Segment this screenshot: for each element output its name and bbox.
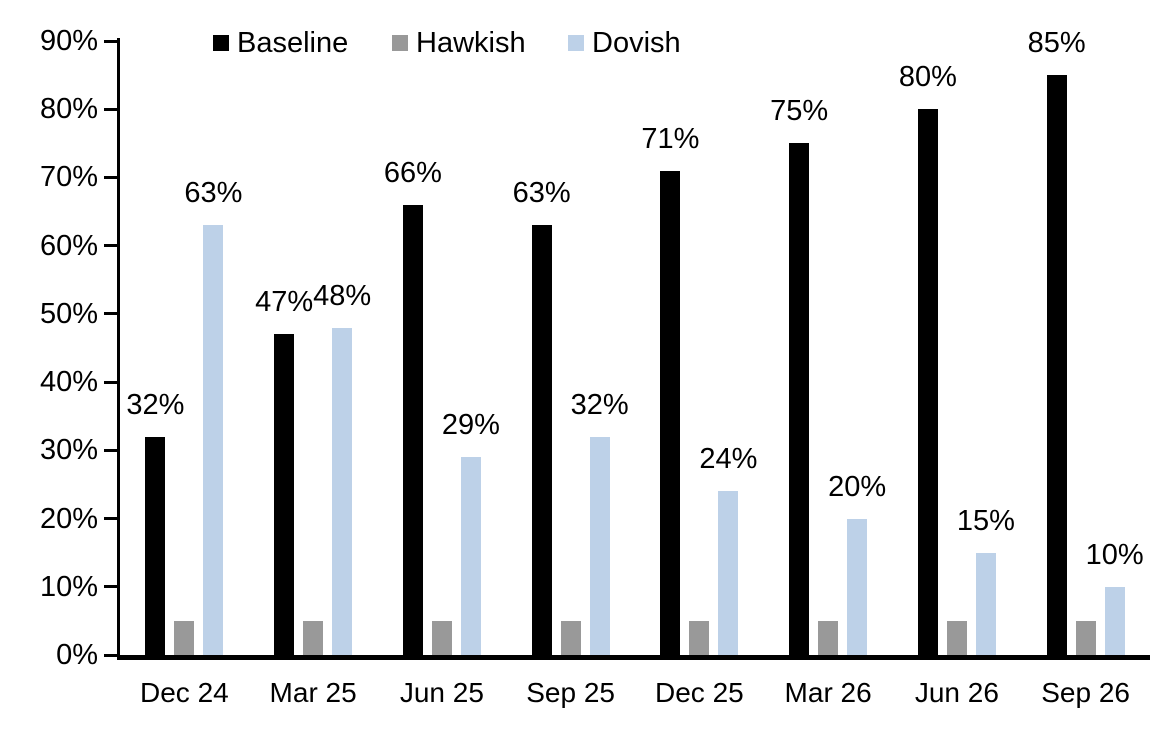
bar-hawkish-sep-25 — [560, 620, 581, 655]
x-axis-label-sep-25: Sep 25 — [526, 677, 615, 708]
data-label-baseline-sep-26: 85% — [1027, 27, 1086, 60]
legend-swatch-baseline-icon — [213, 35, 229, 51]
bar-baseline-dec-24 — [145, 436, 166, 655]
legend-entry-hawkish[interactable]: Hawkish — [392, 26, 526, 60]
y-axis-tick-label: 0% — [56, 639, 98, 671]
data-label-dovish-mar-26: 20% — [828, 470, 887, 503]
y-axis-tick — [104, 585, 117, 589]
bar-dovish-dec-24 — [203, 225, 224, 655]
data-label-baseline-jun-25: 66% — [383, 156, 442, 189]
data-label-baseline-mar-26: 75% — [770, 95, 829, 128]
data-label-baseline-mar-25: 47% — [255, 286, 314, 319]
legend-label-hawkish: Hawkish — [416, 26, 526, 59]
legend-entry-baseline[interactable]: Baseline — [213, 26, 348, 60]
data-label-dovish-sep-26: 10% — [1085, 538, 1144, 571]
bar-baseline-sep-25 — [531, 225, 552, 655]
bar-baseline-jun-26 — [917, 109, 938, 655]
legend-swatch-dovish-icon — [568, 35, 584, 51]
bar-dovish-jun-26 — [975, 552, 996, 655]
legend-swatch-hawkish-icon — [392, 35, 408, 51]
bar-hawkish-dec-25 — [689, 620, 710, 655]
legend-entry-dovish[interactable]: Dovish — [568, 26, 681, 60]
y-axis-tick — [104, 244, 117, 248]
y-axis-tick-label: 10% — [39, 570, 98, 603]
y-axis-tick-label: 50% — [39, 297, 98, 330]
legend-label-baseline: Baseline — [237, 26, 349, 59]
x-axis-label-jun-26: Jun 26 — [914, 677, 999, 708]
data-label-baseline-dec-25: 71% — [641, 122, 700, 155]
bar-hawkish-dec-24 — [174, 620, 195, 655]
bar-baseline-sep-26 — [1046, 75, 1067, 655]
data-label-baseline-jun-26: 80% — [898, 61, 957, 94]
x-axis-label-dec-24: Dec 24 — [140, 677, 229, 708]
y-axis-tick — [104, 39, 117, 43]
y-axis-tick-label: 20% — [39, 502, 98, 535]
data-label-dovish-sep-25: 32% — [570, 388, 629, 421]
x-axis-label-dec-25: Dec 25 — [655, 677, 744, 708]
bar-baseline-mar-25 — [274, 334, 295, 655]
y-axis-tick-label: 30% — [39, 434, 98, 467]
y-axis-tick — [104, 448, 117, 452]
y-axis-line — [117, 38, 120, 660]
bar-hawkish-mar-26 — [818, 620, 839, 655]
data-label-dovish-mar-25: 48% — [313, 279, 372, 312]
x-axis-label-mar-25: Mar 25 — [269, 677, 357, 708]
data-label-baseline-sep-25: 63% — [512, 177, 571, 210]
bar-dovish-sep-25 — [589, 436, 610, 655]
y-axis-tick-label: 90% — [39, 25, 98, 57]
bar-baseline-dec-25 — [660, 170, 681, 655]
data-label-dovish-dec-25: 24% — [699, 443, 758, 476]
data-label-dovish-jun-25: 29% — [441, 409, 500, 442]
data-label-dovish-jun-26: 15% — [956, 504, 1015, 537]
bar-hawkish-sep-26 — [1075, 620, 1096, 655]
y-axis-tick — [104, 517, 117, 521]
bar-dovish-mar-26 — [847, 518, 868, 655]
bar-hawkish-mar-25 — [303, 620, 324, 655]
y-axis-tick — [104, 107, 117, 111]
y-axis-tick-label: 80% — [39, 93, 98, 126]
y-axis-tick-label: 60% — [39, 229, 98, 262]
y-axis-tick — [104, 653, 117, 657]
bar-hawkish-jun-25 — [431, 620, 452, 655]
x-axis-label-mar-26: Mar 26 — [784, 677, 872, 708]
y-axis-tick-label: 70% — [39, 161, 98, 194]
y-axis-tick — [104, 380, 117, 384]
bar-dovish-dec-25 — [718, 491, 739, 655]
y-axis-tick-label: 40% — [39, 366, 98, 399]
data-label-dovish-dec-24: 63% — [184, 177, 243, 210]
bar-baseline-jun-25 — [402, 204, 423, 655]
bar-baseline-mar-26 — [789, 143, 810, 655]
bar-dovish-jun-25 — [460, 457, 481, 655]
chart-legend: Baseline Hawkish Dovish — [0, 26, 1152, 60]
bar-dovish-mar-25 — [332, 327, 353, 655]
y-axis-tick — [104, 312, 117, 316]
bar-dovish-sep-26 — [1104, 586, 1125, 655]
x-axis-label-sep-26: Sep 26 — [1041, 677, 1130, 708]
x-axis-label-jun-25: Jun 25 — [399, 677, 484, 708]
x-axis-line — [117, 655, 1150, 660]
bar-hawkish-jun-26 — [946, 620, 967, 655]
y-axis-tick — [104, 175, 117, 179]
legend-label-dovish: Dovish — [592, 26, 681, 59]
data-label-baseline-dec-24: 32% — [126, 388, 185, 421]
